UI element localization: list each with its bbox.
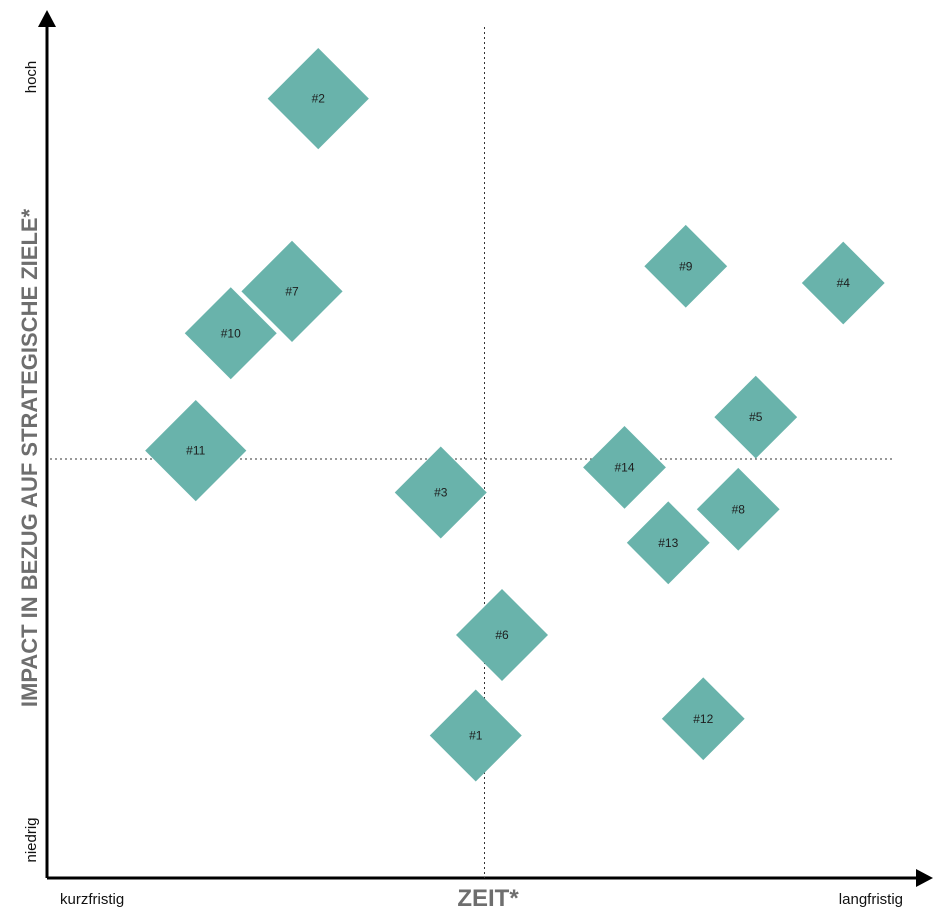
data-point: #9 [644, 224, 728, 308]
data-point: #14 [583, 425, 666, 509]
data-point: #10 [184, 287, 277, 380]
x-low-label: kurzfristig [60, 891, 124, 908]
diamond-marker [801, 241, 885, 325]
diamond-marker [583, 425, 666, 509]
x-axis-arrowhead [916, 869, 933, 887]
diamond-marker [241, 240, 343, 342]
data-point: #1 [429, 689, 522, 782]
diamond-marker [626, 501, 710, 585]
data-point: #13 [626, 501, 710, 585]
diamond-marker [456, 588, 548, 681]
point-label: #1 [469, 729, 483, 743]
data-point: #12 [661, 677, 745, 761]
point-label: #3 [434, 486, 448, 500]
diamond-marker [644, 224, 728, 308]
diamond-marker [696, 467, 780, 551]
point-label: #7 [285, 284, 299, 298]
diamond-marker [394, 446, 487, 539]
y-axis-arrowhead [38, 10, 56, 27]
diamond-marker [184, 287, 277, 380]
point-label: #12 [693, 712, 713, 726]
point-label: #8 [732, 502, 746, 516]
point-label: #6 [495, 628, 509, 642]
point-label: #13 [658, 536, 678, 550]
point-label: #11 [186, 444, 205, 458]
diamond-marker [661, 677, 745, 761]
data-point: #5 [714, 375, 798, 459]
data-point: #3 [394, 446, 487, 539]
point-label: #5 [749, 410, 763, 424]
data-point: #7 [241, 240, 343, 342]
y-high-label: hoch [23, 61, 40, 94]
data-point: #8 [696, 467, 780, 551]
data-point: #11 [145, 400, 247, 502]
point-label: #14 [614, 460, 634, 474]
y-axis-title: IMPACT IN BEZUG AUF STRATEGISCHE ZIELE* [17, 208, 42, 707]
diamond-marker [429, 689, 522, 782]
diamond-marker [267, 48, 369, 150]
point-label: #2 [312, 92, 326, 106]
data-point: #4 [801, 241, 885, 325]
point-label: #9 [679, 259, 693, 273]
diamond-marker [714, 375, 798, 459]
point-label: #4 [837, 276, 851, 290]
data-points: #1 #2 #3 #4 #5 #6 #7 #8 #9 #10 #11 #12 #13 #14 [145, 48, 885, 782]
point-label: #10 [221, 326, 241, 340]
y-low-label: niedrig [23, 817, 40, 862]
x-axis-title: ZEIT* [457, 885, 519, 909]
x-high-label: langfristig [839, 891, 903, 908]
data-point: #6 [456, 588, 548, 681]
diamond-marker [145, 400, 247, 502]
axis-labels: kurzfristig langfristig hoch niedrig ZEI… [17, 61, 903, 909]
data-point: #2 [267, 48, 369, 150]
